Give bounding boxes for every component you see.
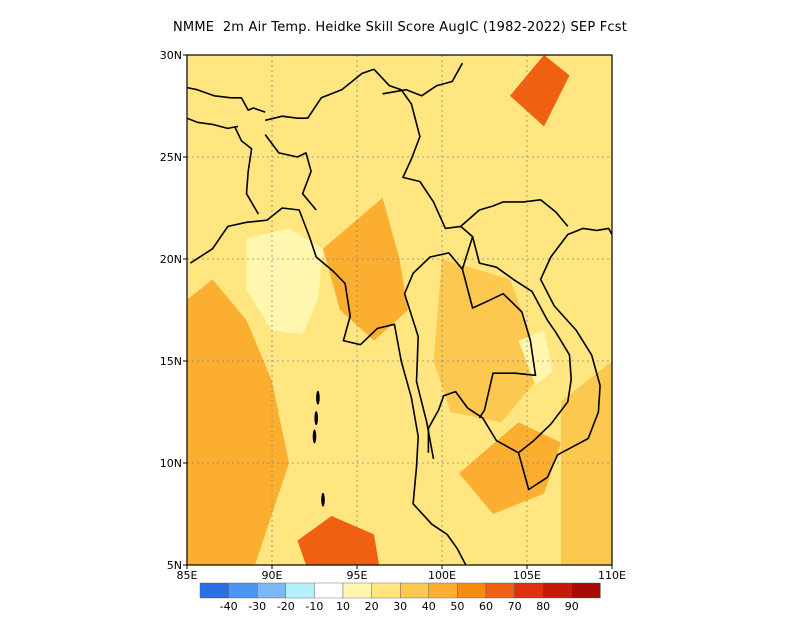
colorbar-label: -10 bbox=[305, 600, 323, 613]
colorbar-swatch bbox=[428, 582, 458, 599]
longitude-tick-label: 100E bbox=[428, 569, 456, 582]
longitude-tick-label: 110E bbox=[598, 569, 626, 582]
colorbar-swatch bbox=[457, 582, 487, 599]
colorbar-label: 10 bbox=[336, 600, 350, 613]
colorbar-swatch bbox=[285, 582, 315, 599]
skill-region-gulf-of-thailand-east bbox=[518, 330, 553, 386]
colorbar: -40 -30 -20 -10 10 20 30 40 50 60 70 80 90 bbox=[199, 582, 601, 613]
coastline-1 bbox=[189, 207, 467, 565]
colorbar-label: 90 bbox=[565, 600, 579, 613]
colorbar-label: -20 bbox=[277, 600, 295, 613]
map-title: NMME 2m Air Temp. Heidke Skill Score Aug… bbox=[172, 20, 627, 35]
coastline-7 bbox=[471, 236, 573, 454]
longitude-tick-label: 85E bbox=[177, 569, 198, 582]
island-marker bbox=[321, 492, 325, 507]
skill-region-bay-of-bengal-west bbox=[187, 279, 289, 565]
colorbar-swatch bbox=[571, 582, 601, 599]
latitude-tick-label: 20N bbox=[160, 253, 182, 266]
colorbar-label: 20 bbox=[365, 600, 379, 613]
island-marker bbox=[314, 411, 319, 426]
coastlines bbox=[187, 62, 612, 565]
colorbar-label: 50 bbox=[450, 600, 464, 613]
colorbar-swatch bbox=[514, 582, 544, 599]
latitude-tick-label: 15N bbox=[160, 355, 182, 368]
colorbar-label: 70 bbox=[508, 600, 522, 613]
skill-region-myanmar-central bbox=[323, 197, 408, 341]
longitude-axis: 85E 90E 95E 100E 105E 110E bbox=[177, 565, 626, 582]
colorbar-swatch bbox=[371, 582, 401, 599]
skill-region-tibet-north bbox=[187, 55, 612, 117]
latitude-tick-label: 30N bbox=[160, 49, 182, 62]
colorbar-swatch bbox=[257, 582, 287, 599]
coastline-5 bbox=[265, 68, 474, 460]
plot-frame bbox=[186, 54, 613, 566]
coastline-8 bbox=[461, 268, 537, 419]
colorbar-swatch bbox=[400, 582, 430, 599]
colorbar-label: -30 bbox=[248, 600, 266, 613]
colorbar-label: 40 bbox=[422, 600, 436, 613]
colorbar-label: 60 bbox=[479, 600, 493, 613]
colorbar-swatch bbox=[342, 582, 372, 599]
colorbar-swatch bbox=[199, 582, 229, 599]
latitude-tick-label: 5N bbox=[167, 559, 182, 572]
coastline-11 bbox=[187, 117, 239, 130]
colorbar-label: 30 bbox=[393, 600, 407, 613]
coastline-9 bbox=[382, 62, 464, 97]
colorbar-swatch bbox=[314, 582, 344, 599]
coastline-2 bbox=[427, 227, 612, 491]
colorbar-swatch bbox=[228, 582, 258, 599]
longitude-tick-label: 90E bbox=[262, 569, 283, 582]
skill-region-south-china-north bbox=[510, 55, 570, 127]
latitude-axis: 5N 10N 15N 20N 25N 30N bbox=[160, 49, 187, 572]
grid-lines bbox=[187, 55, 612, 565]
skill-region-south-china-sea-east bbox=[561, 361, 612, 565]
colorbar-swatch bbox=[485, 582, 515, 599]
colorbar-swatch bbox=[543, 582, 573, 599]
skill-region-thailand-laos bbox=[433, 259, 544, 423]
latitude-tick-label: 10N bbox=[160, 457, 182, 470]
coastline-3 bbox=[233, 126, 260, 215]
coastline-6 bbox=[460, 199, 569, 228]
skill-region-central-bay-of-bengal bbox=[246, 228, 323, 335]
island-marker bbox=[316, 390, 320, 405]
colorbar-label: 80 bbox=[536, 600, 550, 613]
longitude-tick-label: 105E bbox=[513, 569, 541, 582]
coastline-10 bbox=[187, 86, 266, 113]
coastline-4 bbox=[264, 134, 317, 211]
skill-region-cambodia-south bbox=[459, 422, 561, 514]
skill-region-andaman-sea-south bbox=[297, 516, 380, 565]
island-marker bbox=[312, 429, 317, 444]
latitude-tick-label: 25N bbox=[160, 151, 182, 164]
skill-shading bbox=[187, 55, 612, 565]
colorbar-label: -40 bbox=[220, 600, 238, 613]
longitude-tick-label: 95E bbox=[347, 569, 368, 582]
